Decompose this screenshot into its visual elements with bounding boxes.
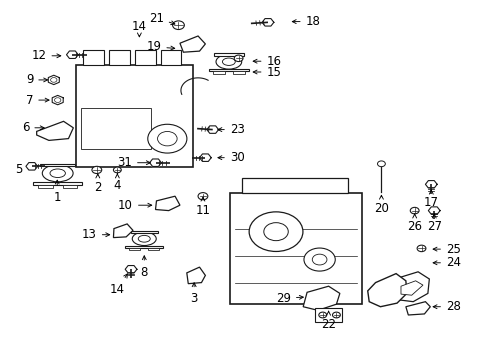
Circle shape (263, 222, 288, 240)
Circle shape (332, 312, 340, 318)
Bar (212, 72, 224, 75)
Bar (125, 246, 163, 248)
Bar (33, 182, 81, 185)
Circle shape (409, 207, 418, 214)
Bar (40, 164, 75, 166)
Polygon shape (48, 75, 59, 85)
Polygon shape (367, 274, 406, 307)
Ellipse shape (132, 232, 156, 246)
Ellipse shape (216, 54, 241, 69)
Bar (135, 50, 155, 65)
Circle shape (157, 131, 177, 146)
Bar (161, 50, 181, 65)
Text: 19: 19 (146, 40, 174, 53)
Text: 13: 13 (82, 228, 109, 241)
Polygon shape (427, 207, 439, 214)
Polygon shape (52, 95, 63, 105)
Circle shape (318, 312, 326, 318)
Polygon shape (180, 36, 205, 52)
Text: 3: 3 (190, 283, 198, 305)
Bar (83, 50, 103, 65)
Text: 25: 25 (432, 243, 460, 256)
Circle shape (172, 21, 184, 30)
Polygon shape (206, 126, 218, 133)
Circle shape (248, 212, 302, 251)
Text: 29: 29 (275, 292, 303, 305)
Polygon shape (400, 281, 422, 295)
Text: 8: 8 (140, 256, 148, 279)
Polygon shape (149, 159, 161, 166)
Bar (232, 72, 244, 75)
Bar (214, 54, 243, 56)
Bar (81, 108, 151, 149)
Text: 14: 14 (110, 274, 127, 296)
Circle shape (198, 193, 207, 200)
Text: 28: 28 (432, 300, 460, 313)
Text: 30: 30 (218, 151, 244, 164)
Bar (229, 193, 361, 304)
Text: 5: 5 (15, 163, 22, 176)
Circle shape (234, 55, 243, 62)
Circle shape (113, 167, 121, 173)
Polygon shape (113, 224, 133, 238)
Text: 14: 14 (132, 20, 146, 37)
Polygon shape (26, 163, 38, 170)
Circle shape (304, 248, 335, 271)
Polygon shape (199, 154, 211, 161)
Text: 22: 22 (321, 311, 335, 330)
Text: 18: 18 (292, 15, 320, 28)
Ellipse shape (138, 235, 150, 242)
Polygon shape (37, 121, 73, 140)
Text: 31: 31 (117, 156, 150, 169)
Text: 7: 7 (26, 94, 49, 107)
Text: 4: 4 (113, 174, 121, 192)
Text: 11: 11 (195, 197, 210, 217)
Ellipse shape (42, 165, 73, 182)
Circle shape (377, 161, 385, 167)
Circle shape (92, 166, 102, 174)
Bar (315, 308, 342, 322)
Text: 23: 23 (218, 123, 244, 136)
Polygon shape (303, 286, 339, 310)
Polygon shape (66, 51, 78, 58)
Polygon shape (389, 272, 428, 302)
Bar (109, 50, 129, 65)
Polygon shape (405, 302, 429, 315)
Ellipse shape (222, 58, 235, 66)
Text: 24: 24 (432, 256, 460, 269)
Bar (148, 248, 159, 251)
Text: 21: 21 (148, 12, 175, 25)
Text: 2: 2 (94, 174, 102, 194)
Polygon shape (155, 196, 180, 211)
Bar (242, 178, 347, 193)
Polygon shape (425, 181, 436, 188)
Bar (62, 185, 77, 188)
Circle shape (312, 254, 326, 265)
Text: 16: 16 (253, 55, 281, 68)
Bar (208, 69, 248, 72)
Text: 12: 12 (31, 49, 61, 62)
Bar (129, 248, 140, 251)
Bar (38, 185, 53, 188)
Bar (130, 231, 158, 233)
Circle shape (147, 124, 186, 153)
Text: 1: 1 (53, 180, 61, 204)
Text: 15: 15 (253, 66, 281, 78)
Text: 9: 9 (26, 73, 47, 86)
Ellipse shape (50, 169, 65, 177)
Text: 26: 26 (407, 214, 421, 233)
Text: 10: 10 (118, 199, 151, 212)
Polygon shape (262, 19, 273, 26)
Text: 27: 27 (426, 214, 441, 233)
Text: 20: 20 (373, 195, 388, 215)
Text: 6: 6 (22, 121, 44, 134)
Polygon shape (186, 267, 205, 284)
Bar (76, 65, 193, 167)
Polygon shape (125, 266, 137, 273)
Circle shape (416, 245, 425, 252)
Text: 17: 17 (423, 190, 438, 209)
